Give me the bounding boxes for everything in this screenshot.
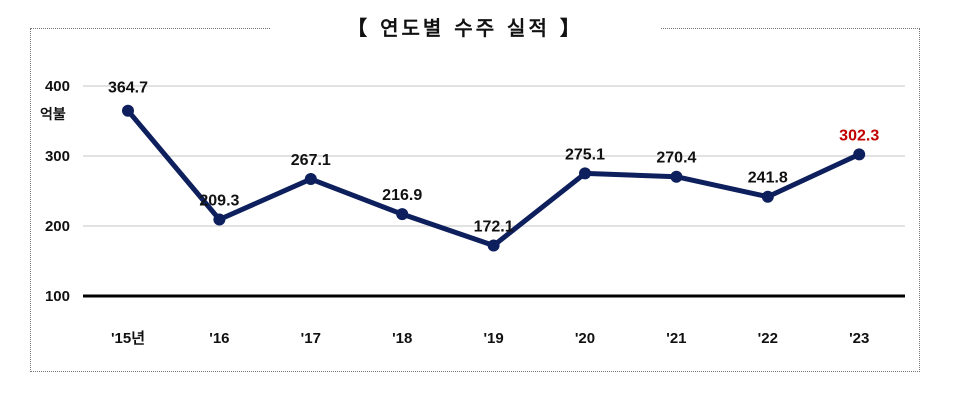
data-point <box>122 104 134 117</box>
y-tick-label: 200 <box>45 218 70 235</box>
y-tick-label: 400 <box>45 78 70 95</box>
data-point <box>304 173 317 186</box>
x-tick-label: '20 <box>575 330 595 347</box>
x-tick-label: '15년 <box>111 330 145 347</box>
x-tick-label: '23 <box>849 330 869 347</box>
data-label: 172.1 <box>474 219 514 236</box>
x-tick-label: '18 <box>392 330 412 347</box>
y-tick-label: 100 <box>45 288 70 305</box>
data-point <box>579 167 591 180</box>
data-label: 302.3 <box>839 127 879 144</box>
y-tick-label: 300 <box>45 148 70 165</box>
data-label: 267.1 <box>291 152 331 169</box>
data-label: 209.3 <box>199 192 239 209</box>
chart-title: 【 연도별 수주 실적 】 <box>270 14 660 42</box>
data-point <box>853 148 866 161</box>
data-label: 241.8 <box>748 170 788 187</box>
x-tick-label: '17 <box>301 330 321 347</box>
y-axis-unit: 억불 <box>40 107 66 123</box>
x-tick-label: '16 <box>209 330 229 347</box>
data-point <box>761 190 774 203</box>
x-tick-label: '19 <box>483 330 503 347</box>
data-label: 216.9 <box>382 187 422 204</box>
data-label: 275.1 <box>565 146 605 163</box>
data-point <box>670 170 683 183</box>
data-point <box>213 213 226 226</box>
data-label: 364.7 <box>108 80 148 97</box>
data-point <box>487 239 500 252</box>
data-point <box>396 208 409 221</box>
x-tick-label: '21 <box>666 330 686 347</box>
x-tick-label: '22 <box>758 330 778 347</box>
data-label: 270.4 <box>656 150 696 167</box>
